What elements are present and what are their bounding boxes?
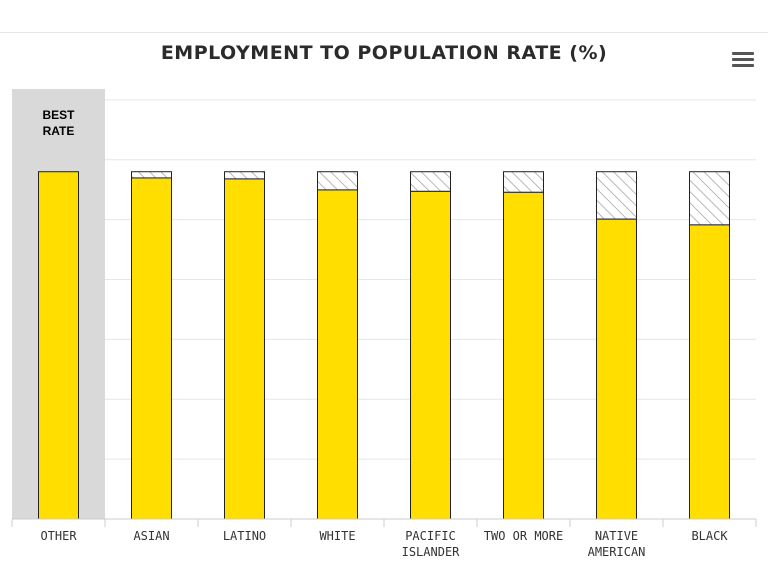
category-label: NATIVE [595, 529, 638, 543]
menu-line [732, 58, 754, 61]
bar [689, 224, 730, 520]
menu-line [732, 52, 754, 55]
chart-title: EMPLOYMENT TO POPULATION RATE (%) [160, 42, 608, 64]
best-rate-label: BEST [42, 108, 75, 122]
category-label: WHITE [319, 529, 355, 543]
bar [38, 171, 79, 520]
gap-to-best-hatch [224, 171, 265, 180]
menu-line [732, 64, 754, 67]
category-label: PACIFIC [405, 529, 456, 543]
bar [410, 190, 451, 520]
gap-to-best-hatch [503, 171, 544, 193]
category-label: TWO OR MORE [484, 529, 563, 543]
category-label: LATINO [223, 529, 266, 543]
category-label: BLACK [691, 529, 728, 543]
top-divider [0, 32, 768, 33]
best-rate-label: RATE [43, 124, 75, 138]
bar [503, 191, 544, 520]
category-label: AMERICAN [588, 545, 646, 559]
bar [224, 178, 265, 520]
gap-to-best-hatch [689, 171, 730, 226]
bar [317, 189, 358, 520]
bar [131, 177, 172, 520]
category-label: ASIAN [133, 529, 169, 543]
hamburger-menu-icon[interactable] [732, 52, 754, 70]
bar [596, 218, 637, 520]
gap-to-best-hatch [317, 171, 358, 191]
gap-to-best-hatch [596, 171, 637, 220]
category-label: OTHER [40, 529, 77, 543]
gap-to-best-hatch [410, 171, 451, 192]
category-label: ISLANDER [402, 545, 461, 559]
gap-to-best-hatch [131, 171, 172, 179]
